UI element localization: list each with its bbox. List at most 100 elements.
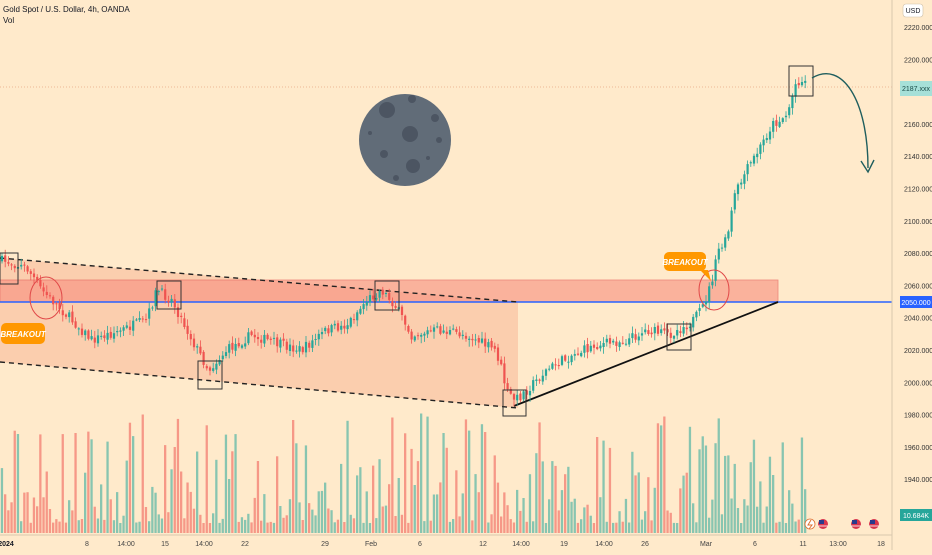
volume-bar <box>621 521 624 533</box>
candle-body <box>484 338 487 347</box>
volume-bar <box>455 470 458 533</box>
candle-body <box>384 293 388 294</box>
candle-body <box>778 121 781 127</box>
volume-bar <box>576 522 580 533</box>
volume-bar <box>560 490 564 533</box>
volume-bar <box>775 522 778 533</box>
volume-bar <box>448 521 452 533</box>
volume-bar <box>762 522 765 533</box>
price-tick-label: 2020.000 <box>904 348 932 355</box>
candle-body <box>224 352 228 356</box>
candle-body <box>592 344 596 348</box>
candle-body <box>39 280 42 287</box>
volume-bar <box>618 511 621 533</box>
price-tick-label: 1960.000 <box>904 445 932 452</box>
candle-body <box>436 326 439 328</box>
volume-bar <box>538 422 541 533</box>
candle-body <box>672 336 676 339</box>
us-flag-icon[interactable] <box>869 519 879 529</box>
candle-body <box>96 335 100 344</box>
candle-body <box>564 355 567 361</box>
volume-bar <box>602 440 605 533</box>
volume-bar <box>269 521 272 533</box>
volume-bar <box>660 425 663 533</box>
candle-body <box>308 342 311 348</box>
candle-body <box>199 346 202 354</box>
candle-body <box>445 331 448 334</box>
volume-bar <box>29 522 32 533</box>
volume-bar <box>765 506 768 533</box>
volume-bar <box>752 439 756 533</box>
volume-bar <box>519 510 522 533</box>
candle-body <box>282 338 285 341</box>
us-flag-icon[interactable] <box>818 519 828 529</box>
price-tick-label: 2080.000 <box>904 251 932 258</box>
candle-body <box>448 330 452 335</box>
volume-bar <box>58 521 61 533</box>
volume-bar <box>730 498 733 533</box>
candle-body <box>560 356 564 365</box>
candle-body <box>669 332 672 338</box>
volume-bar <box>260 520 263 533</box>
volume-bar <box>212 513 215 533</box>
candle-body <box>452 328 455 330</box>
volume-bar <box>71 510 74 533</box>
volume-bar <box>266 522 269 533</box>
volume-bar <box>672 522 676 533</box>
volume-bar <box>471 520 474 533</box>
volume-bar <box>461 493 464 533</box>
candle-body <box>458 332 461 337</box>
volume-bar <box>135 522 138 533</box>
volume-bar <box>586 504 589 533</box>
time-tick-label: 8 <box>85 541 89 548</box>
volume-bar <box>157 514 160 533</box>
volume-bar <box>55 519 58 533</box>
volume-bar <box>68 500 71 533</box>
volume-bar <box>804 489 807 533</box>
candle-body <box>170 298 173 303</box>
candle-body <box>676 330 679 336</box>
candle-body <box>461 334 464 336</box>
time-tick-label: Mar <box>700 541 713 548</box>
volume-bar <box>87 431 90 533</box>
candle-body <box>160 288 164 290</box>
volume-bar <box>704 445 708 533</box>
currency-button[interactable] <box>902 3 924 18</box>
candle-body <box>55 303 58 305</box>
volume-bar <box>615 522 618 533</box>
lightning-icon[interactable] <box>804 518 816 530</box>
time-tick-label: 22 <box>241 541 249 548</box>
candle-body <box>621 342 624 344</box>
candle-body <box>772 121 775 132</box>
time-tick-label: 19 <box>560 541 568 548</box>
candle-body <box>314 339 317 340</box>
volume-bar <box>61 434 64 533</box>
candle-body <box>100 335 103 337</box>
candle-body <box>68 312 71 318</box>
breakout-label-left: BREAKOUT <box>0 330 46 339</box>
candle-body <box>93 337 96 343</box>
volume-bar <box>196 451 199 533</box>
volume-bar <box>180 471 183 533</box>
volume-bar <box>612 522 615 533</box>
volume-bar <box>468 430 471 533</box>
volume-bar <box>583 507 586 533</box>
us-flag-icon[interactable] <box>851 519 861 529</box>
candle-body <box>336 323 340 331</box>
candle-body <box>138 318 141 320</box>
candle-body <box>285 341 288 350</box>
candle-body <box>784 115 788 118</box>
time-tick-label: 15 <box>161 541 169 548</box>
volume-bar <box>474 474 477 533</box>
volume-bar <box>608 447 612 533</box>
candle-body <box>388 293 391 300</box>
candle-body <box>234 344 237 351</box>
candle-body <box>474 339 477 341</box>
candle-body <box>288 344 292 351</box>
volume-bar <box>90 439 93 533</box>
volume-bar <box>122 515 125 533</box>
volume-bar <box>23 492 26 533</box>
price-tick-label: 2000.000 <box>904 380 932 387</box>
